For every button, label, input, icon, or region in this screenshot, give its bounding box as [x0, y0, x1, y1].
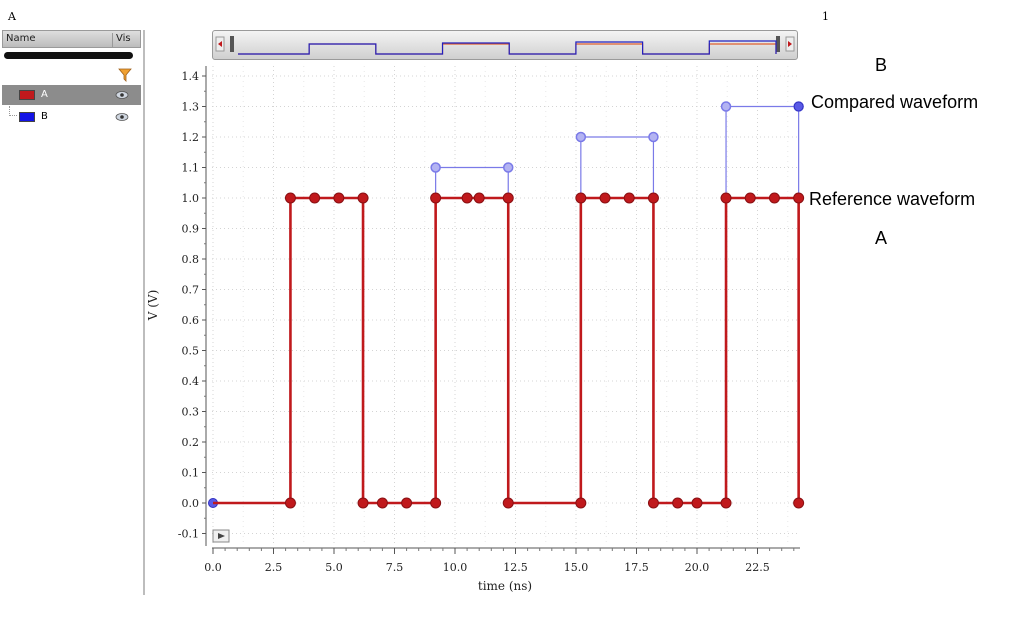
- series-point-a[interactable]: [768, 192, 780, 204]
- series-point-a[interactable]: [430, 192, 442, 204]
- overview-scroller[interactable]: [212, 30, 798, 60]
- y-tick-label: 1.2: [182, 131, 200, 144]
- visibility-eye-icon[interactable]: [115, 112, 129, 122]
- y-tick-label: 0.3: [182, 406, 200, 419]
- x-tick-label: 0.0: [204, 561, 222, 574]
- annotation-compared-waveform: Compared waveform: [811, 92, 979, 112]
- signal-color-swatch-a: [19, 90, 35, 100]
- series-point-b[interactable]: [575, 131, 587, 143]
- series-point-a[interactable]: [401, 497, 413, 509]
- annotation-a: A: [875, 228, 888, 248]
- series-point-a[interactable]: [376, 497, 388, 509]
- arrow-right-icon: [788, 41, 792, 47]
- series-point-a[interactable]: [599, 192, 611, 204]
- y-tick-label: 0.4: [182, 375, 200, 388]
- series-point-b[interactable]: [430, 162, 441, 173]
- y-tick-label: -0.1: [178, 528, 199, 541]
- y-tick-label: 0.9: [182, 223, 200, 236]
- y-tick-label: 0.6: [182, 314, 200, 327]
- series-point-a[interactable]: [720, 497, 732, 509]
- series-point-b[interactable]: [793, 101, 804, 112]
- y-tick-label: 0.0: [182, 497, 200, 510]
- signal-row-b[interactable]: B: [2, 107, 141, 127]
- column-header-vis[interactable]: Vis: [112, 33, 131, 47]
- filter-icon[interactable]: [118, 68, 132, 82]
- annotation-reference-waveform: Reference waveform: [809, 189, 976, 209]
- series-point-a[interactable]: [744, 192, 756, 204]
- series-point-a[interactable]: [575, 192, 587, 204]
- x-tick-label: 5.0: [325, 561, 343, 574]
- y-tick-label: 1.4: [182, 70, 200, 83]
- y-tick-label: 1.0: [182, 192, 200, 205]
- series-point-a[interactable]: [623, 192, 635, 204]
- series-point-a[interactable]: [430, 497, 442, 509]
- column-header-name[interactable]: Name: [6, 33, 36, 44]
- series-point-a[interactable]: [793, 497, 805, 509]
- plot-area: [212, 66, 800, 546]
- y-axis-label: V (V): [146, 290, 160, 322]
- series-point-a[interactable]: [357, 192, 369, 204]
- series-point-b[interactable]: [648, 131, 659, 143]
- x-axis-label: time (ns): [478, 579, 532, 593]
- series-point-a[interactable]: [793, 192, 805, 204]
- overview-traces: [238, 40, 777, 55]
- x-tick-label: 12.5: [503, 561, 528, 574]
- x-tick-label: 2.5: [265, 561, 283, 574]
- horizontal-scrollbar[interactable]: [4, 52, 133, 59]
- series-point-a[interactable]: [357, 497, 369, 509]
- signal-label-b: B: [41, 111, 48, 122]
- y-tick-label: 1.1: [182, 162, 200, 175]
- tree-connector: [9, 106, 17, 116]
- signal-browser-panel: Name Vis A B: [0, 30, 145, 595]
- signal-list-header: Name Vis: [2, 30, 141, 48]
- series-point-a[interactable]: [720, 192, 732, 204]
- x-tick-label: 15.0: [564, 561, 589, 574]
- overview-series-b: [238, 40, 777, 55]
- series-point-b[interactable]: [502, 162, 514, 173]
- visibility-eye-icon[interactable]: [115, 90, 129, 100]
- series-point-a[interactable]: [672, 497, 684, 509]
- y-tick-label: 0.1: [182, 467, 200, 480]
- series-point-a[interactable]: [284, 497, 296, 509]
- y-tick-label: 0.5: [182, 345, 200, 358]
- x-tick-label: 17.5: [624, 561, 649, 574]
- signal-label-a: A: [41, 89, 48, 100]
- series-point-a[interactable]: [575, 497, 587, 509]
- x-tick-label: 7.5: [386, 561, 404, 574]
- series-point-a[interactable]: [284, 192, 296, 204]
- plot-grid: [212, 66, 800, 546]
- x-tick-label: 20.0: [685, 561, 710, 574]
- waveform-traces: [208, 101, 805, 509]
- y-tick-label: 0.7: [182, 284, 200, 297]
- series-point-b[interactable]: [720, 101, 732, 112]
- signal-row-a[interactable]: A: [2, 85, 141, 105]
- range-handle-right[interactable]: [776, 36, 780, 52]
- series-point-a[interactable]: [473, 192, 485, 204]
- x-tick-label: 22.5: [745, 561, 770, 574]
- signal-color-swatch-b: [19, 112, 35, 122]
- range-handle-left[interactable]: [230, 36, 234, 52]
- series-point-a[interactable]: [333, 192, 345, 204]
- y-tick-label: 0.8: [182, 253, 200, 266]
- x-tick-label: 10.0: [443, 561, 468, 574]
- axis-ticks: -0.1 0.0 0.1 0.2 0.3 0.4 0.5 0.6 0.7 0.8 0.9 1.0 1.1…: [178, 70, 795, 574]
- series-point-a[interactable]: [502, 497, 514, 509]
- series-point-a[interactable]: [647, 497, 659, 509]
- series-point-a[interactable]: [309, 192, 321, 204]
- series-point-a[interactable]: [691, 497, 703, 509]
- arrow-left-icon: [218, 41, 222, 47]
- window-title-right: 1: [822, 10, 829, 23]
- annotation-b: B: [875, 55, 888, 75]
- series-point-a[interactable]: [461, 192, 473, 204]
- window-title-left: A: [8, 10, 16, 23]
- play-icon: [218, 533, 225, 539]
- series-point-a[interactable]: [502, 192, 514, 204]
- series-point-a[interactable]: [647, 192, 659, 204]
- y-tick-label: 1.3: [182, 101, 200, 114]
- y-tick-label: 0.2: [182, 436, 200, 449]
